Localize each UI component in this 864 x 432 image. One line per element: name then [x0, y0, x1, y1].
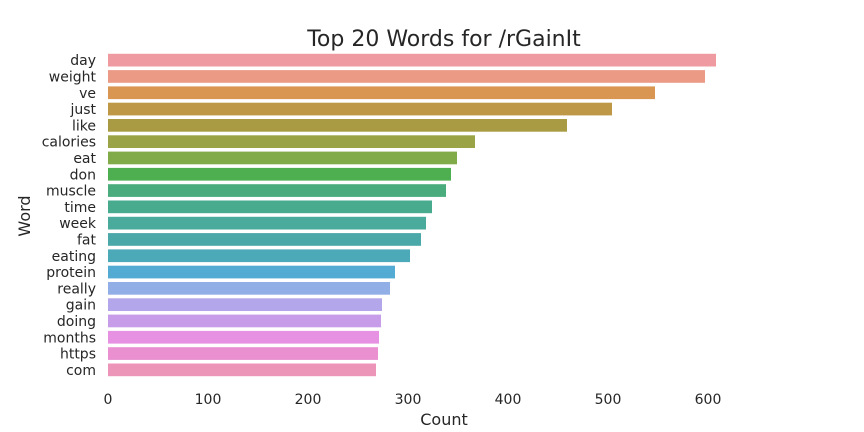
bar-muscle	[108, 184, 446, 197]
bar-eat	[108, 151, 457, 165]
x-tick-label-600: 600	[695, 392, 722, 408]
bar-like	[108, 118, 567, 132]
y-tick-label-really: really	[57, 281, 96, 297]
x-tick-labels: 0 100 200 300 400 500 600	[104, 392, 722, 408]
bar-ve	[108, 86, 655, 100]
x-tick-label-200: 200	[295, 392, 322, 408]
bar-doing	[108, 314, 381, 328]
x-tick-label-400: 400	[495, 392, 522, 408]
y-tick-label-just: just	[69, 102, 96, 118]
x-tick-label-300: 300	[395, 392, 422, 408]
bar-eating	[108, 249, 410, 263]
y-tick-label-muscle: muscle	[46, 184, 96, 200]
bar-don	[108, 167, 451, 181]
y-tick-label-doing: doing	[57, 314, 96, 330]
y-tick-label-don: don	[70, 167, 96, 183]
y-tick-label-day: day	[70, 53, 96, 69]
bar-weight	[108, 70, 705, 83]
bar-day	[108, 53, 716, 67]
bar-gain	[108, 298, 382, 312]
bar-fat	[108, 233, 421, 246]
bar-com	[108, 363, 376, 377]
x-tick-label-500: 500	[595, 392, 622, 408]
y-tick-label-like: like	[72, 118, 96, 134]
y-tick-label-https: https	[60, 347, 96, 363]
y-tick-label-com: com	[66, 363, 96, 379]
x-tick-label-0: 0	[104, 392, 113, 408]
y-tick-label-calories: calories	[42, 135, 96, 151]
y-tick-label-weight: weight	[49, 69, 97, 85]
bar-protein	[108, 265, 395, 279]
bars-group	[108, 53, 716, 377]
y-tick-label-gain: gain	[66, 298, 96, 314]
y-tick-label-ve: ve	[79, 86, 96, 102]
y-tick-label-week: week	[59, 216, 97, 232]
y-tick-labels: dayweightvejustlikecalorieseatdonmusclet…	[42, 53, 97, 379]
bar-time	[108, 200, 432, 214]
y-tick-label-time: time	[64, 200, 96, 216]
bar-just	[108, 102, 612, 116]
y-axis-label: Word	[15, 195, 34, 236]
x-tick-label-100: 100	[195, 392, 222, 408]
x-axis-label: Count	[420, 410, 468, 429]
y-tick-label-eat: eat	[73, 151, 96, 167]
bar-calories	[108, 135, 475, 149]
bar-https	[108, 347, 378, 360]
y-tick-label-eating: eating	[52, 249, 96, 265]
y-tick-label-protein: protein	[46, 265, 96, 281]
bar-months	[108, 330, 379, 344]
y-tick-label-months: months	[43, 330, 96, 346]
chart-title: Top 20 Words for /rGainIt	[306, 27, 581, 52]
y-tick-label-fat: fat	[77, 232, 97, 248]
bar-really	[108, 281, 390, 295]
bar-week	[108, 216, 426, 230]
